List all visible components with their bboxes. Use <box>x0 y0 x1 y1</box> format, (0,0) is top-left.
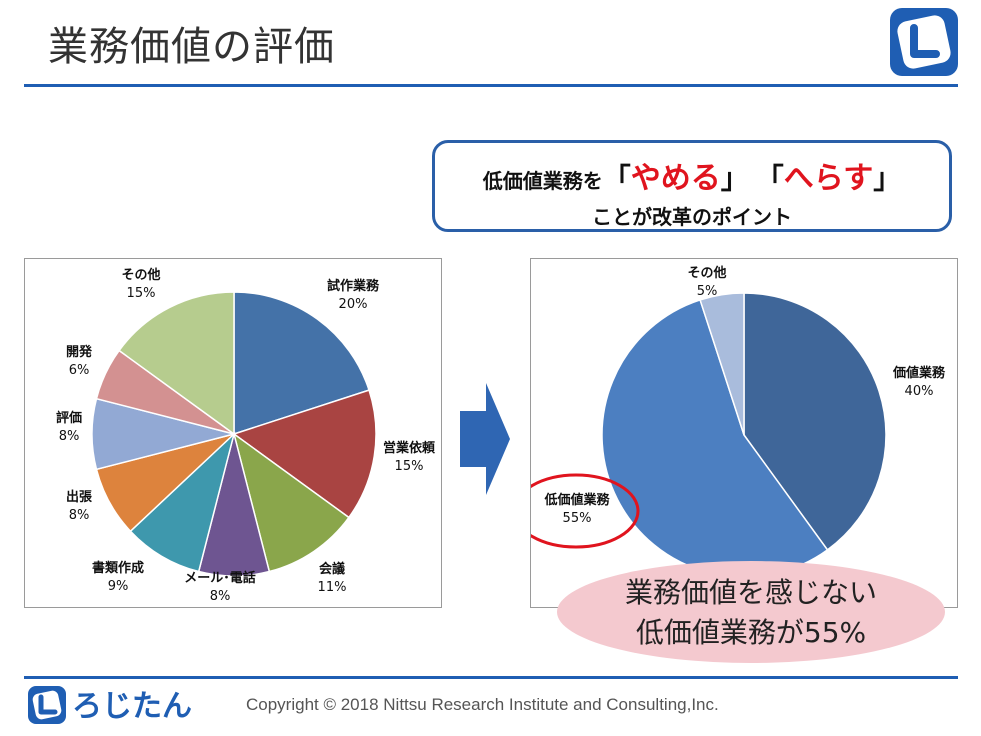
slice-label: 開発 <box>66 344 93 360</box>
page-title: 業務価値の評価 <box>48 24 335 70</box>
summary-line2: 低価値業務が55% <box>635 616 867 649</box>
copyright: Copyright © 2018 Nittsu Research Institu… <box>246 695 719 714</box>
logo <box>890 8 958 76</box>
slice-value: 40% <box>905 384 934 399</box>
slice-label: 価値業務 <box>892 365 946 381</box>
pie-slice <box>129 431 236 573</box>
slice-value: 9% <box>108 579 129 594</box>
slice-label: 出張 <box>66 489 93 505</box>
logo-mark-icon <box>897 15 951 69</box>
footer-brand: ろじたん <box>72 689 192 724</box>
arrow-right-icon <box>460 383 510 495</box>
bracket-open: 「 <box>602 162 631 195</box>
slice-value: 55% <box>563 511 592 526</box>
slice-label: メール･電話 <box>184 570 256 586</box>
pie-slice <box>118 291 235 436</box>
footer-divider <box>24 676 958 679</box>
pie-slice <box>699 292 745 436</box>
slice-value: 8% <box>59 429 80 444</box>
slice-value: 20% <box>339 297 368 312</box>
summary-line1: 業務価値を感じない <box>624 576 877 609</box>
summary-ellipse: 業務価値を感じない 低価値業務が55% <box>557 561 945 663</box>
chart-target-frame: 価値業務 40% 低価値業務 55% その他 5% <box>512 258 958 608</box>
callout-box: 低価値業務を「やめる」 「へらす」 ことが改革のポイント <box>432 140 952 232</box>
quit-word: やめる <box>630 161 721 196</box>
callout-line1: 低価値業務を「やめる」 「へらす」 <box>435 153 949 197</box>
header-divider <box>24 84 958 87</box>
slice-value: 15% <box>127 286 156 301</box>
slice-label: その他 <box>121 267 160 283</box>
footer-logo-svg: ろじたん <box>28 686 192 724</box>
pie-slice <box>232 432 350 573</box>
slice-label: その他 <box>687 265 726 281</box>
slice-label: 書類作成 <box>92 560 144 576</box>
reduce-word: へらす <box>783 161 874 196</box>
slice-value: 11% <box>318 580 347 595</box>
slice-value: 5% <box>697 284 718 299</box>
slice-value: 15% <box>395 459 424 474</box>
callout-prefix: 低価値業務を <box>482 169 603 193</box>
pie-chart-current: 試作業務 20% 営業依頼 15% 会議 11% メール･電話 8% 書類作成 9% 出張 8% 評価 8… <box>56 267 436 604</box>
slice-label: 会議 <box>319 561 345 577</box>
pie-slice <box>232 389 377 519</box>
slice-value: 6% <box>69 363 90 378</box>
chart-current-frame: 試作業務 20% 営業依頼 15% 会議 11% メール･電話 8% 書類作成 9% 出張 8% 評価 8… <box>24 258 442 608</box>
footer-logo: ろじたん <box>26 682 216 732</box>
slice-label: 試作業務 <box>327 278 380 294</box>
slice-label: 営業依頼 <box>383 440 436 456</box>
slice-value: 8% <box>69 508 90 523</box>
bracket-close-2: 」 <box>873 162 902 195</box>
callout-line2: ことが改革のポイント <box>592 205 792 229</box>
slice-label: 低価値業務 <box>543 492 610 508</box>
pie-chart-target: 価値業務 40% 低価値業務 55% その他 5% <box>512 265 946 578</box>
slice-label: 評価 <box>56 410 82 426</box>
bracket-open-2: 「 <box>755 162 784 195</box>
bracket-close: 」 <box>720 162 749 195</box>
pie-slice <box>743 292 887 551</box>
slice-value: 8% <box>210 589 231 604</box>
pie-slice <box>233 291 370 436</box>
